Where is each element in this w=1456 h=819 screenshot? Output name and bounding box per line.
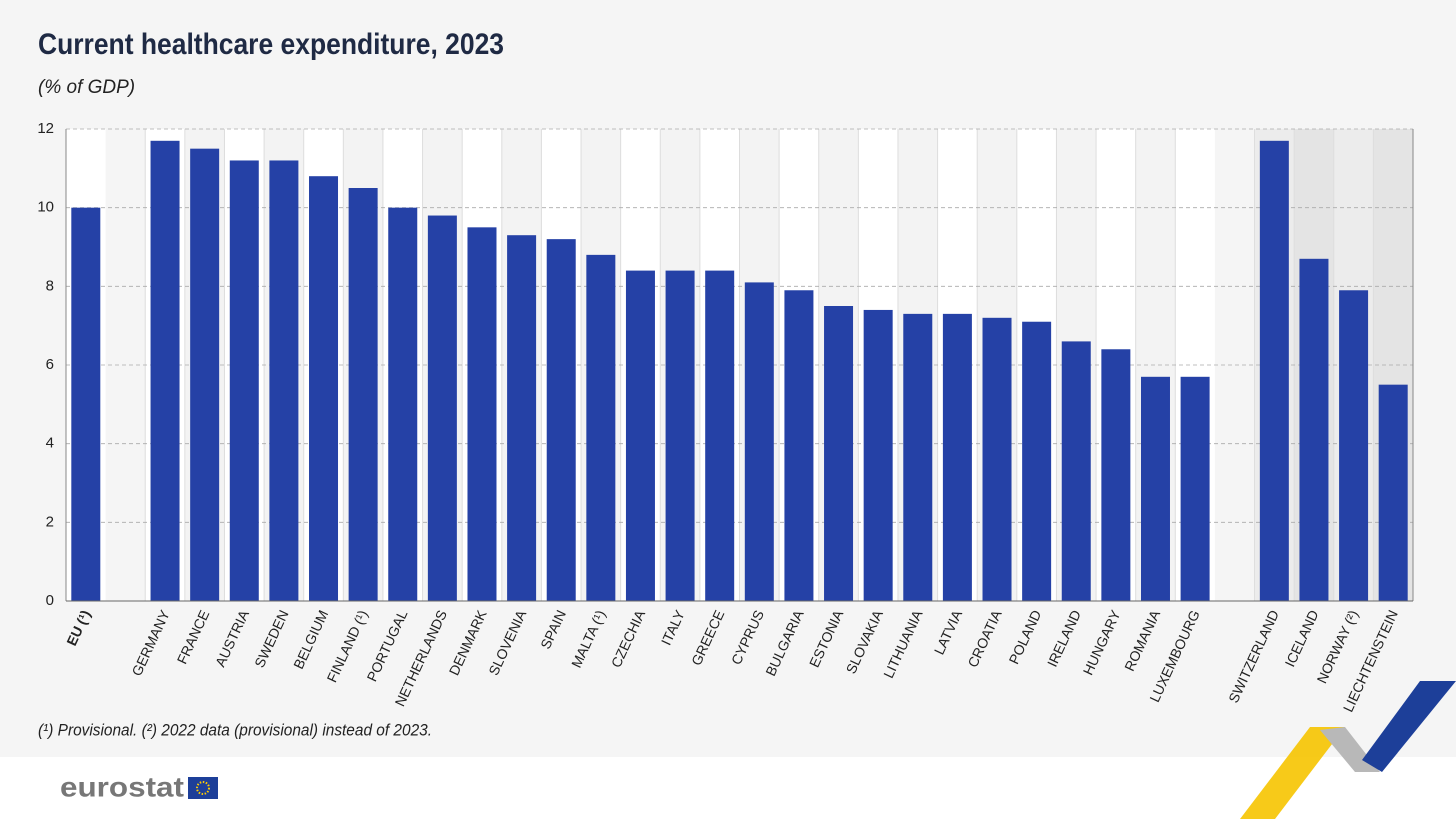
chart-subtitle: (% of GDP): [38, 77, 135, 98]
bar: [1378, 384, 1408, 601]
y-tick-label: 4: [46, 435, 54, 452]
bar: [190, 148, 220, 601]
bar: [150, 140, 180, 602]
bar: [1299, 258, 1329, 601]
bar: [824, 306, 854, 601]
ribbon-yellow: [1240, 727, 1345, 819]
bar: [507, 235, 537, 601]
bar: [309, 176, 339, 601]
bar: [982, 317, 1012, 601]
bar: [744, 282, 774, 601]
y-tick-label: 10: [37, 199, 54, 216]
ribbon-blue: [1362, 681, 1456, 772]
bar: [1022, 321, 1052, 601]
y-tick-label: 2: [46, 513, 54, 530]
bar: [784, 290, 814, 601]
bar: [1101, 349, 1131, 601]
bar: [665, 270, 695, 601]
bar: [348, 188, 378, 601]
logo-text: eurostat: [60, 771, 184, 802]
bar: [1339, 290, 1369, 601]
bar: [71, 207, 101, 601]
bar: [705, 270, 735, 601]
bar: [903, 313, 933, 601]
bar: [1140, 376, 1170, 601]
y-tick-label: 8: [46, 277, 54, 294]
bar: [269, 160, 299, 601]
y-tick-label: 0: [46, 592, 54, 609]
bar: [427, 215, 457, 602]
y-tick-label: 6: [46, 356, 54, 373]
bar: [625, 270, 655, 601]
bar: [467, 227, 497, 602]
y-tick-label: 12: [37, 120, 54, 137]
bar: [1259, 140, 1289, 602]
eu-flag: [188, 777, 218, 799]
bar: [229, 160, 259, 601]
bar: [1180, 376, 1210, 601]
bar: [1061, 341, 1091, 601]
bar: [546, 239, 576, 601]
eu-stars: [196, 781, 210, 795]
bar: [388, 207, 418, 601]
bar: [942, 313, 972, 601]
bar: [586, 254, 616, 601]
bar: [863, 309, 893, 601]
footnote: (¹) Provisional. (²) 2022 data (provisio…: [38, 720, 432, 739]
chart-title: Current healthcare expenditure, 2023: [38, 28, 504, 61]
footer-background: [0, 757, 1456, 819]
